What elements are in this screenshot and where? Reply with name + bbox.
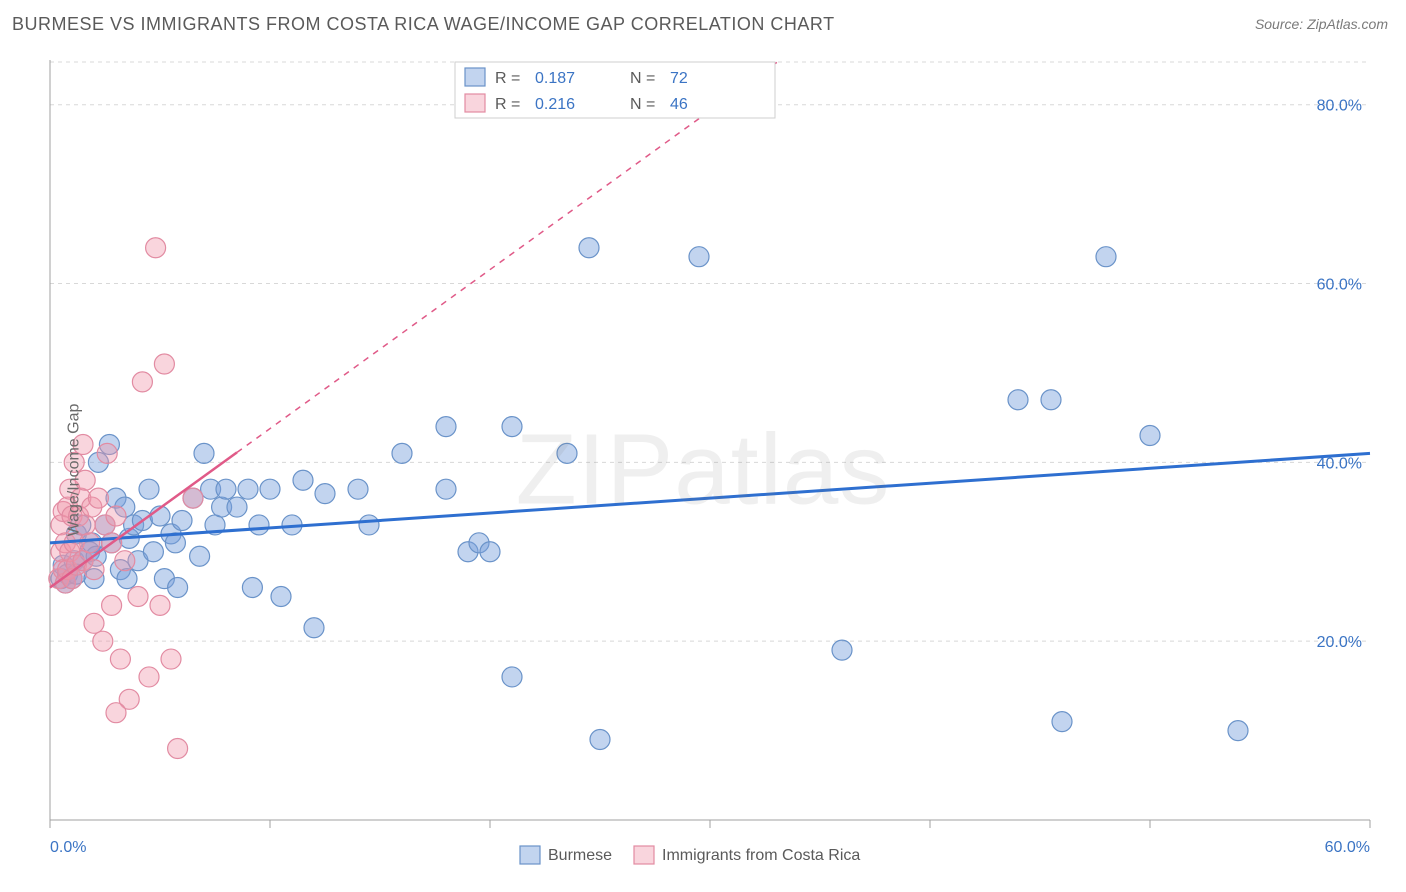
chart-source: Source: ZipAtlas.com <box>1255 16 1388 32</box>
svg-text:0.0%: 0.0% <box>50 839 86 856</box>
svg-text:N =: N = <box>630 70 655 87</box>
svg-text:0.187: 0.187 <box>535 70 575 87</box>
svg-text:72: 72 <box>670 70 688 87</box>
svg-text:46: 46 <box>670 96 688 113</box>
svg-text:80.0%: 80.0% <box>1317 98 1362 115</box>
chart-area: Wage/Income Gap ZIPatlas 0.0%60.0%20.0%4… <box>0 48 1406 892</box>
svg-text:Immigrants from Costa Rica: Immigrants from Costa Rica <box>662 847 860 864</box>
scatter-chart: 0.0%60.0%20.0%40.0%60.0%80.0%R =0.187N =… <box>0 48 1406 892</box>
y-axis-label: Wage/Income Gap <box>65 404 83 537</box>
svg-text:0.216: 0.216 <box>535 96 575 113</box>
svg-text:N =: N = <box>630 96 655 113</box>
svg-text:60.0%: 60.0% <box>1317 277 1362 294</box>
svg-text:60.0%: 60.0% <box>1325 839 1370 856</box>
svg-text:R =: R = <box>495 96 520 113</box>
svg-text:Burmese: Burmese <box>548 847 612 864</box>
chart-title: BURMESE VS IMMIGRANTS FROM COSTA RICA WA… <box>12 14 835 35</box>
svg-text:20.0%: 20.0% <box>1317 634 1362 651</box>
svg-text:R =: R = <box>495 70 520 87</box>
